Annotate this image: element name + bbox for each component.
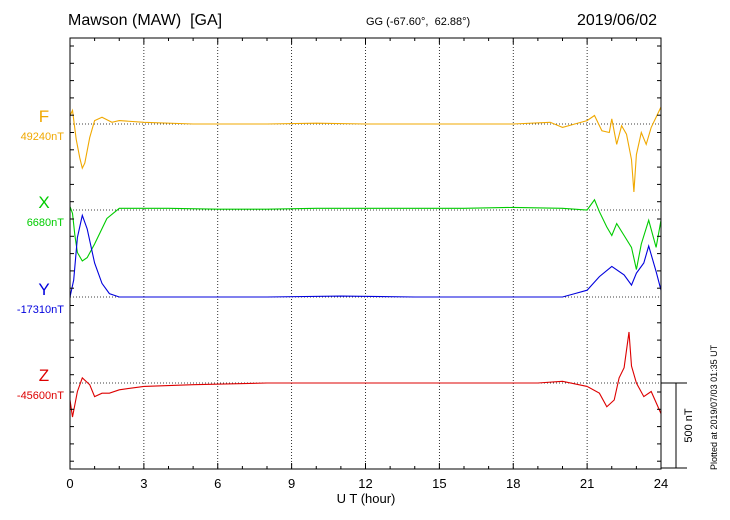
x-tick-label-21: 21 bbox=[580, 476, 594, 491]
baseline-label-Y: -17310nT bbox=[17, 304, 64, 316]
series-name-X: X bbox=[38, 193, 49, 212]
x-tick-label-0: 0 bbox=[66, 476, 73, 491]
plot-date: 2019/06/02 bbox=[577, 12, 658, 29]
series-line-F bbox=[69, 106, 662, 193]
x-tick-label-6: 6 bbox=[214, 476, 221, 491]
plot-frame bbox=[69, 37, 687, 470]
series-lines bbox=[69, 106, 662, 418]
series-line-X bbox=[69, 198, 662, 270]
series-name-Z: Z bbox=[39, 366, 49, 385]
series-line-Y bbox=[69, 213, 662, 298]
plot-border bbox=[69, 37, 662, 470]
station-title: Mawson (MAW) [GA] bbox=[68, 12, 223, 29]
baseline-label-Z: -45600nT bbox=[17, 390, 64, 402]
x-tick-label-15: 15 bbox=[432, 476, 446, 491]
series-line-Z bbox=[69, 331, 662, 418]
scale-bar-label: 500 nT bbox=[683, 408, 695, 443]
station-coordinates: GG (-67.60°, 62.88°) bbox=[366, 16, 471, 28]
baseline-label-X: 6680nT bbox=[27, 217, 65, 229]
axis-labels: 0 3 6 9 12 15 18 21 24 F 49240nT X 6680nT Y -17310nT Z -… bbox=[17, 107, 695, 506]
grid-lines bbox=[70, 38, 661, 469]
x-axis-label: U T (hour) bbox=[337, 491, 396, 506]
plotted-timestamp: Plotted at 2019/07/03 01:35 UT bbox=[709, 344, 719, 470]
series-name-F: F bbox=[39, 107, 49, 126]
x-tick-label-12: 12 bbox=[358, 476, 372, 491]
series-name-Y: Y bbox=[38, 280, 49, 299]
x-tick-label-18: 18 bbox=[506, 476, 520, 491]
baseline-label-F: 49240nT bbox=[21, 131, 65, 143]
x-tick-label-24: 24 bbox=[654, 476, 668, 491]
x-tick-label-9: 9 bbox=[288, 476, 295, 491]
x-tick-label-3: 3 bbox=[140, 476, 147, 491]
